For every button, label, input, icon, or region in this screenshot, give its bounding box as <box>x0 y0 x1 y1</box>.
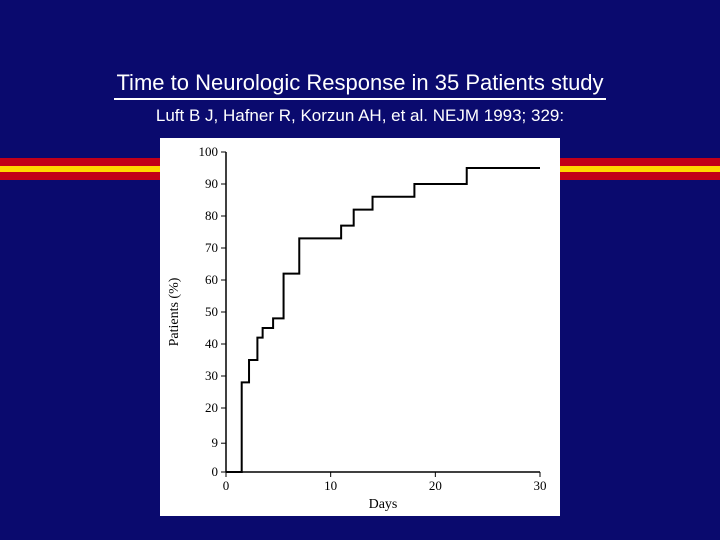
svg-text:80: 80 <box>205 208 218 223</box>
svg-text:90: 90 <box>205 176 218 191</box>
svg-text:0: 0 <box>212 464 219 479</box>
slide-title: Time to Neurologic Response in 35 Patien… <box>114 70 605 100</box>
svg-text:50: 50 <box>205 304 218 319</box>
svg-text:10: 10 <box>324 478 337 493</box>
svg-text:0: 0 <box>223 478 230 493</box>
svg-text:20: 20 <box>429 478 442 493</box>
svg-text:Patients (%): Patients (%) <box>167 277 182 346</box>
svg-text:60: 60 <box>205 272 218 287</box>
svg-text:30: 30 <box>205 368 218 383</box>
svg-text:70: 70 <box>205 240 218 255</box>
chart-svg: 0 9 20 30 40 50 60 70 80 90 100 0 10 20 30 Patients (… <box>160 138 560 516</box>
svg-text:Days: Days <box>369 497 398 512</box>
svg-text:20: 20 <box>205 400 218 415</box>
svg-text:9: 9 <box>212 435 219 450</box>
svg-text:40: 40 <box>205 336 218 351</box>
slide-citation: Luft B J, Hafner R, Korzun AH, et al. NE… <box>0 106 720 126</box>
chart-panel: 0 9 20 30 40 50 60 70 80 90 100 0 10 20 30 Patients (… <box>160 138 560 516</box>
svg-text:100: 100 <box>199 144 219 159</box>
svg-text:30: 30 <box>534 478 547 493</box>
title-block: Time to Neurologic Response in 35 Patien… <box>0 70 720 126</box>
